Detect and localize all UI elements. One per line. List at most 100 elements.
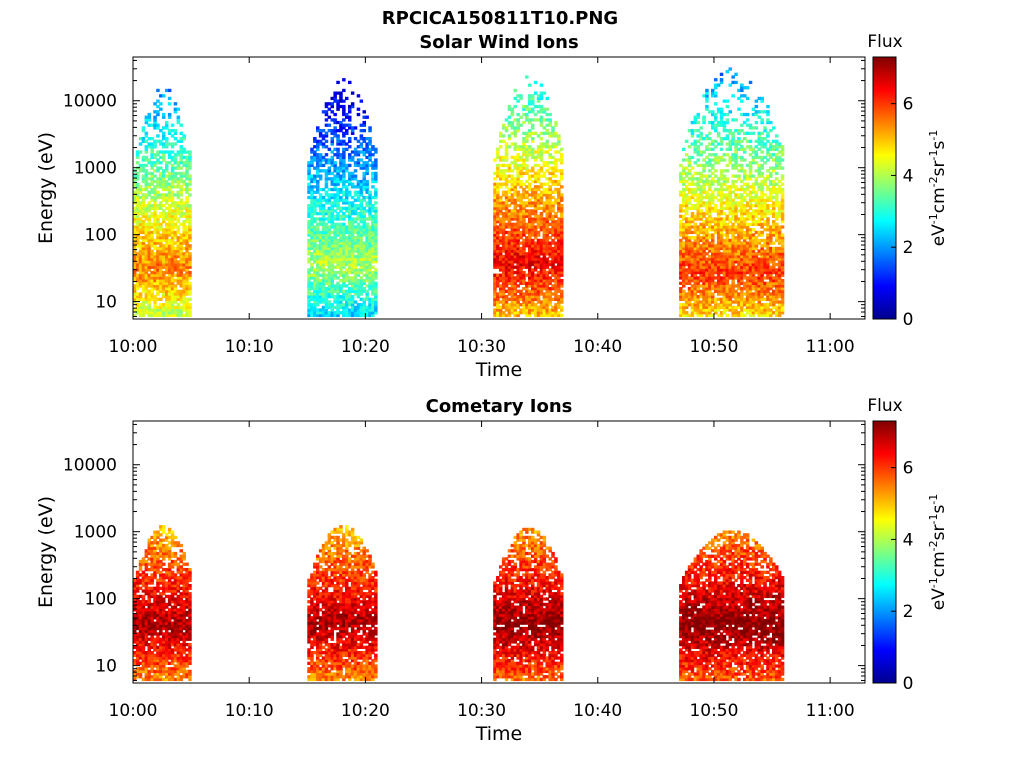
heatmap-cell xyxy=(162,94,166,98)
heatmap-cell xyxy=(536,177,541,181)
heatmap-cell xyxy=(365,244,369,248)
heatmap-cell xyxy=(702,295,706,299)
heatmap-cell xyxy=(513,276,517,280)
heatmap-cell xyxy=(528,131,532,135)
heatmap-cell xyxy=(179,139,183,143)
heatmap-cell xyxy=(353,241,358,245)
heatmap-cell xyxy=(722,179,727,184)
heatmap-cell xyxy=(708,281,712,285)
heatmap-cell xyxy=(348,217,352,221)
heatmap-cell xyxy=(165,249,169,253)
heatmap-cell xyxy=(318,244,323,248)
heatmap-cell xyxy=(719,287,724,291)
heatmap-cell xyxy=(348,123,352,127)
heatmap-cell xyxy=(684,313,689,318)
heatmap-cell xyxy=(318,177,323,181)
heatmap-cell xyxy=(153,313,157,318)
heatmap-cell xyxy=(310,201,314,205)
heatmap-cell xyxy=(542,284,547,288)
heatmap-cell xyxy=(135,257,140,261)
heatmap-cell xyxy=(159,174,163,178)
heatmap-cell xyxy=(740,252,744,256)
heatmap-cell xyxy=(324,246,329,251)
heatmap-cell xyxy=(159,308,163,312)
heatmap-cell xyxy=(356,260,361,264)
heatmap-cell xyxy=(162,179,166,184)
heatmap-cell xyxy=(153,209,157,213)
heatmap-cell xyxy=(165,246,169,251)
heatmap-cell xyxy=(699,214,703,218)
heatmap-cell xyxy=(696,204,700,208)
heatmap-cell xyxy=(368,217,372,221)
heatmap-cell xyxy=(493,220,497,224)
heatmap-cell xyxy=(501,217,506,221)
heatmap-cell xyxy=(371,233,375,237)
heatmap-cell xyxy=(135,279,140,283)
heatmap-cell xyxy=(176,262,181,267)
heatmap-cell xyxy=(716,313,721,318)
heatmap-cell xyxy=(356,217,361,221)
heatmap-cell xyxy=(696,171,700,176)
heatmap-cell xyxy=(682,214,686,218)
heatmap-cell xyxy=(133,284,137,288)
heatmap-cell xyxy=(173,241,178,245)
heatmap-cell xyxy=(339,295,343,299)
heatmap-cell xyxy=(188,260,192,264)
heatmap-cell xyxy=(176,305,181,310)
heatmap-cell xyxy=(696,120,700,125)
heatmap-cell xyxy=(342,198,346,202)
heatmap-cell xyxy=(493,228,497,232)
heatmap-cell xyxy=(560,171,564,176)
heatmap-cell xyxy=(321,187,326,192)
heatmap-cell xyxy=(165,123,169,127)
heatmap-cell xyxy=(156,311,160,315)
heatmap-cell xyxy=(554,276,558,280)
heatmap-cell xyxy=(327,206,332,210)
heatmap-cell xyxy=(699,177,703,181)
heatmap-cell xyxy=(545,295,549,299)
heatmap-cell xyxy=(519,209,523,213)
heatmap-cell xyxy=(162,257,166,261)
heatmap-cell xyxy=(368,236,372,240)
heatmap-cell xyxy=(719,303,724,307)
heatmap-cell xyxy=(147,241,151,245)
heatmap-cell xyxy=(519,233,523,237)
heatmap-cell xyxy=(330,287,334,291)
heatmap-cell xyxy=(365,185,369,189)
heatmap-cell xyxy=(307,238,311,243)
heatmap-cell xyxy=(362,254,366,259)
heatmap-cell xyxy=(368,273,372,277)
heatmap-cell xyxy=(371,281,375,285)
heatmap-cell xyxy=(542,268,547,272)
heatmap-cell xyxy=(496,236,500,240)
heatmap-cell xyxy=(554,134,558,138)
heatmap-cell xyxy=(696,249,700,253)
heatmap-cell xyxy=(170,195,175,200)
heatmap-cell xyxy=(510,201,515,205)
heatmap-cell xyxy=(519,241,523,245)
heatmap-cell xyxy=(510,161,515,165)
heatmap-cell xyxy=(533,284,538,288)
heatmap-cell xyxy=(307,185,311,189)
heatmap-cell xyxy=(353,270,358,275)
heatmap-cell xyxy=(144,134,149,138)
heatmap-cell xyxy=(545,123,549,127)
heatmap-cell xyxy=(336,241,340,245)
heatmap-cell xyxy=(345,201,349,205)
heatmap-cell xyxy=(525,115,529,119)
heatmap-cell xyxy=(699,212,703,216)
heatmap-cell xyxy=(682,195,686,200)
heatmap-cell xyxy=(310,222,314,226)
heatmap-cell xyxy=(165,305,169,310)
heatmap-cell xyxy=(714,139,718,143)
heatmap-cell xyxy=(336,107,340,111)
heatmap-cell xyxy=(318,260,323,264)
heatmap-cell xyxy=(362,147,366,151)
heatmap-cell xyxy=(539,96,544,101)
heatmap-cell xyxy=(533,268,538,272)
heatmap-cell xyxy=(324,252,329,256)
heatmap-cell xyxy=(513,190,517,194)
heatmap-cell xyxy=(548,308,552,312)
heatmap-cell xyxy=(368,163,372,168)
heatmap-cell xyxy=(176,249,181,253)
